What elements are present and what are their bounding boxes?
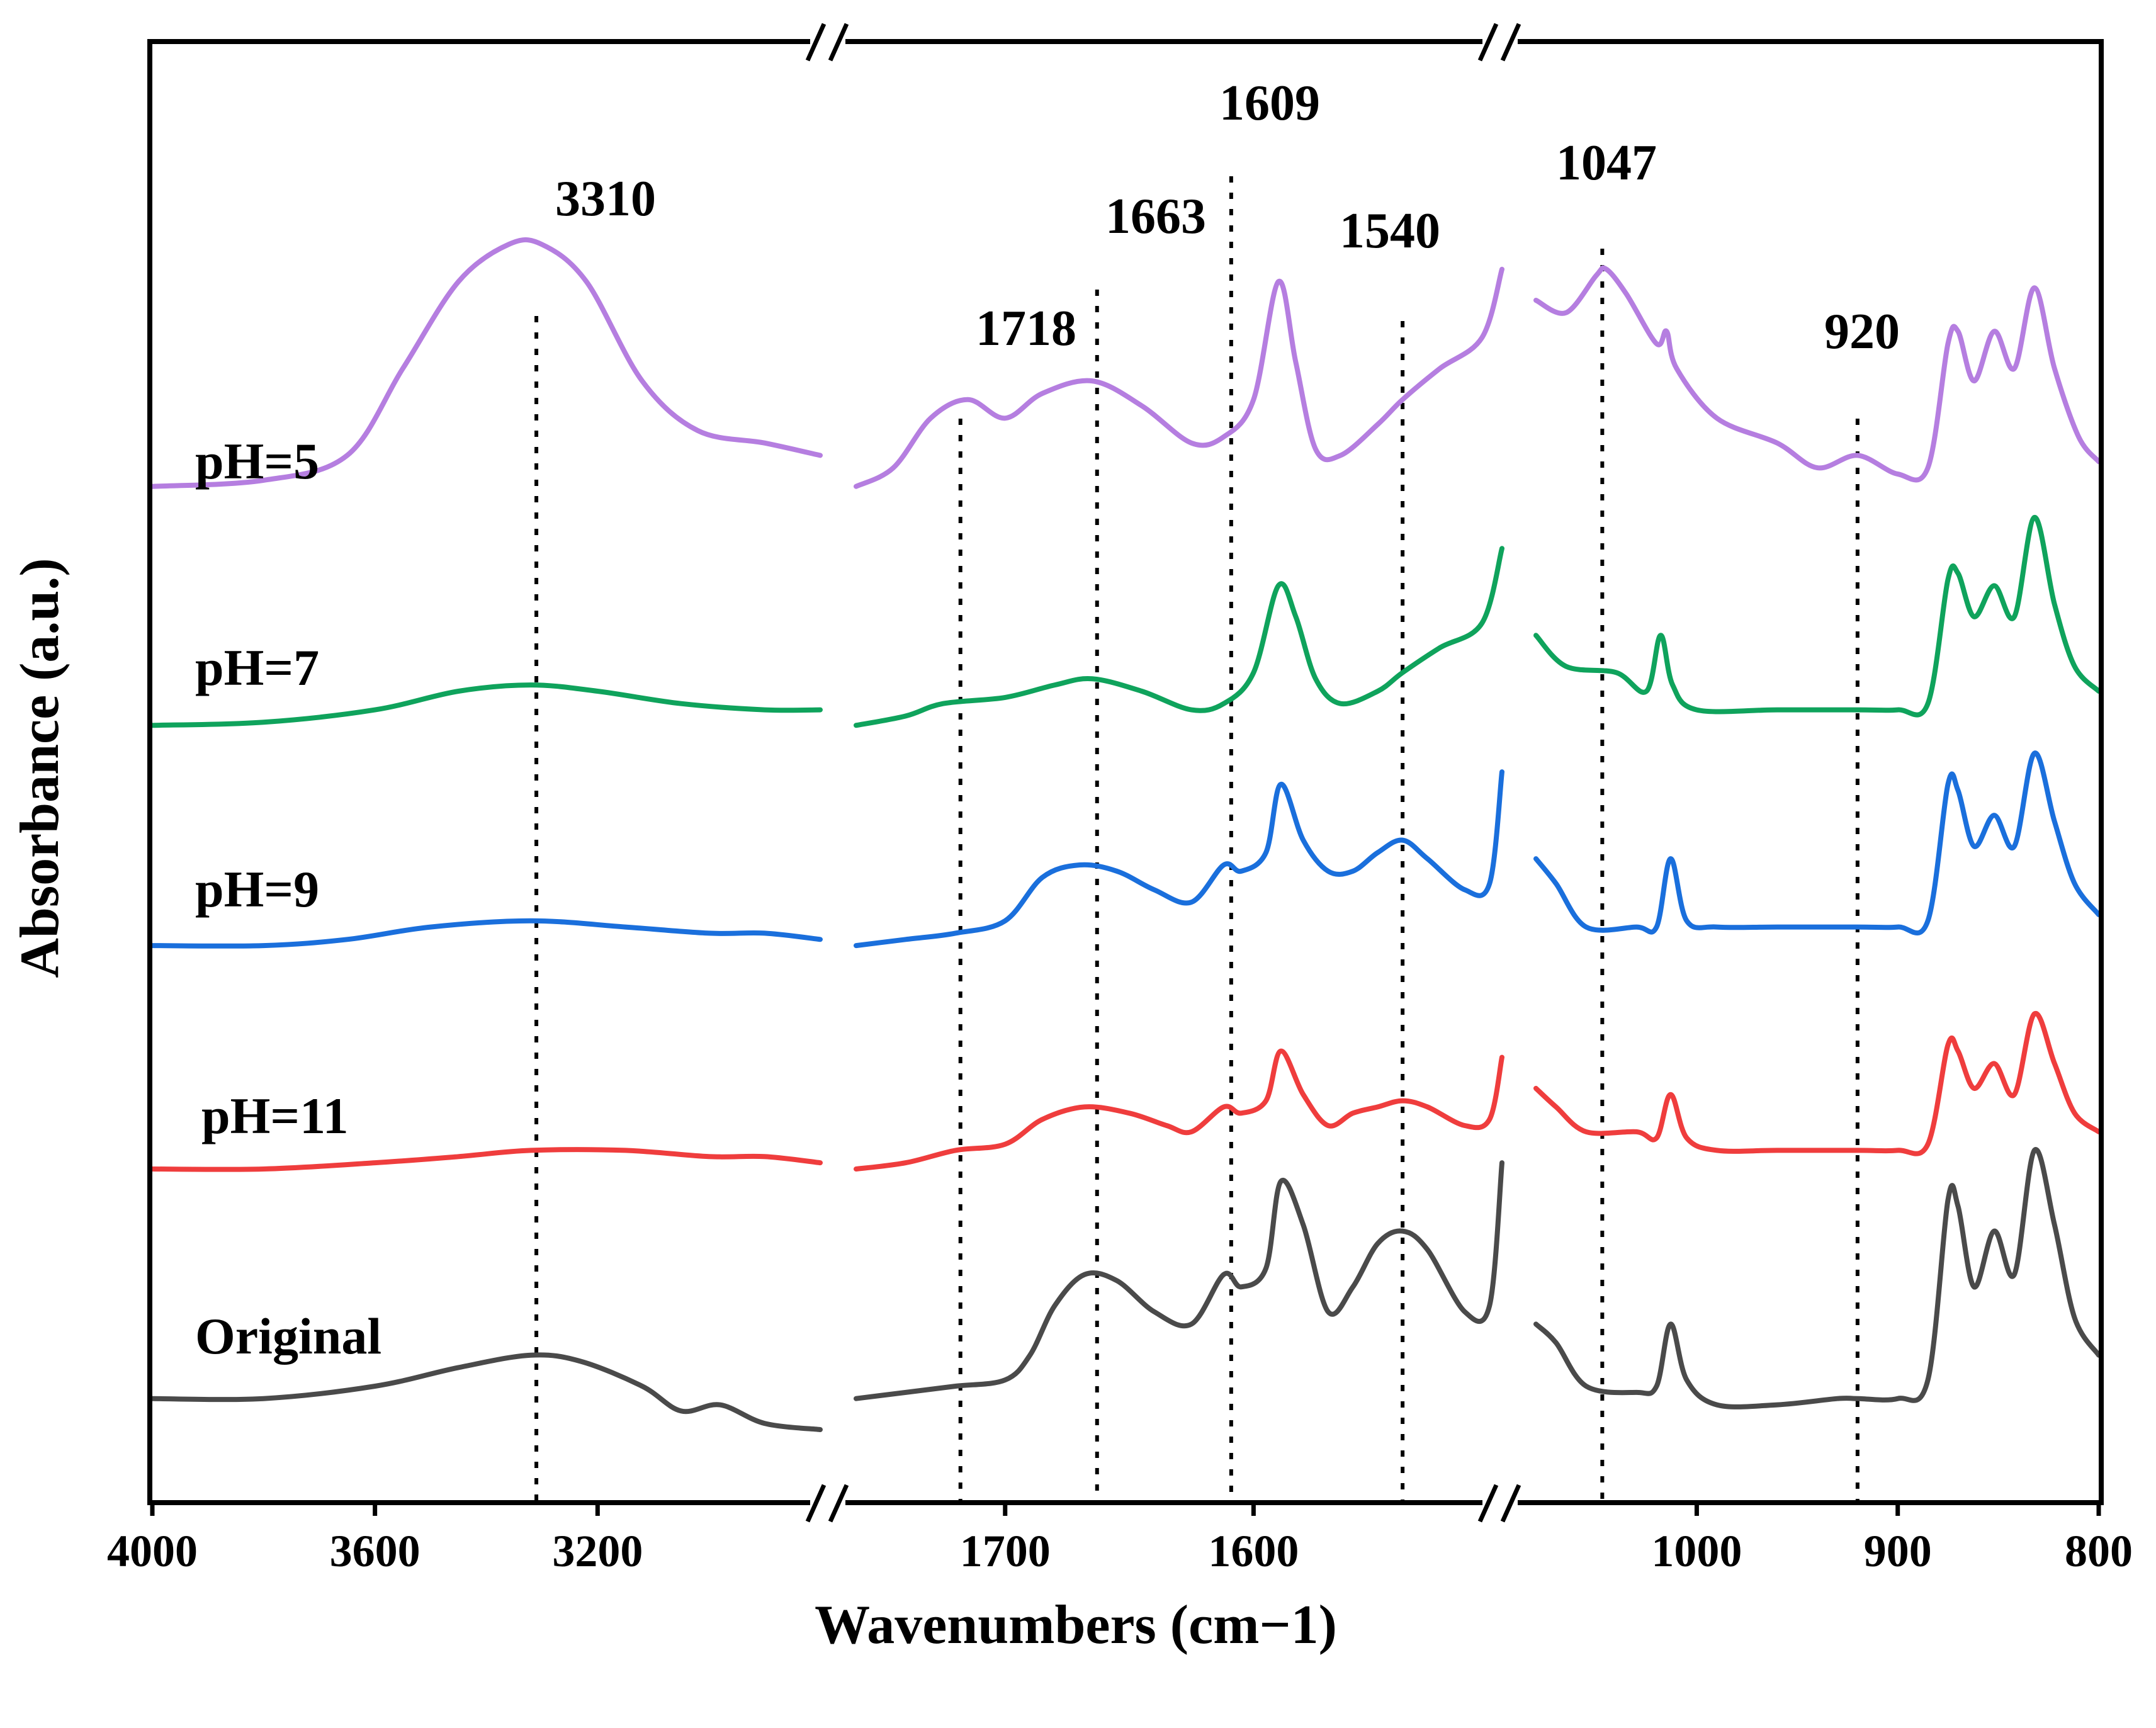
x-tick-label: 3200 [552, 1526, 643, 1576]
x-tick-label: 1700 [960, 1526, 1051, 1576]
series-line-ph5-segment-1 [150, 237, 823, 489]
peak-label-1663: 1663 [1105, 189, 1206, 244]
x-axis-ticks: 4000 3600 3200 1700 1600 1000 900 800 [107, 1503, 2133, 1576]
axis-break-symbol-top-2 [1477, 23, 1521, 62]
series-line-ph11-segment-3 [1533, 1010, 2101, 1156]
x-axis-title: Wavenumbers (cm−1) [815, 1595, 1337, 1656]
axis-break-symbol-bottom-1 [805, 1484, 849, 1523]
peak-labels: 3310 1718 1663 1609 1540 1047 920 [555, 76, 1900, 359]
series-label-ph7: pH=7 [195, 639, 319, 696]
series-label-ph11: pH=11 [201, 1087, 349, 1144]
series-line-ph7-segment-2 [854, 546, 1504, 728]
series-lines [150, 237, 2101, 1432]
series-line-ph11-segment-2 [854, 1048, 1504, 1172]
peak-marker-lines [534, 176, 1860, 1503]
x-tick-label: 900 [1864, 1526, 1932, 1576]
series-label-ph5: pH=5 [195, 432, 319, 490]
peak-label-920: 920 [1824, 304, 1900, 359]
series-line-ph5-segment-3 [1533, 265, 2101, 483]
axis-break-symbol-top-1 [805, 23, 849, 62]
peak-label-1540: 1540 [1340, 203, 1440, 259]
peak-label-1047: 1047 [1556, 135, 1657, 191]
x-tick-label: 800 [2065, 1526, 2133, 1576]
peak-label-1718: 1718 [976, 301, 1076, 356]
x-tick-label: 4000 [107, 1526, 198, 1576]
series-line-ph5-segment-2 [854, 266, 1504, 489]
peak-label-1609: 1609 [1219, 76, 1320, 131]
series-line-ph7-segment-1 [150, 682, 823, 728]
series-label-ph9: pH=9 [195, 861, 319, 918]
series-line-ph11-segment-1 [150, 1147, 823, 1172]
series-line-ph7-segment-3 [1533, 514, 2101, 718]
series-line-original-segment-3 [1533, 1147, 2101, 1409]
series-labels: pH=5 pH=7 pH=9 pH=11 Original [195, 432, 381, 1365]
series-line-ph9-segment-3 [1533, 750, 2101, 935]
x-axis-unit: (cm−1) [1170, 1595, 1337, 1656]
peak-label-3310: 3310 [555, 171, 656, 227]
x-tick-label: 3600 [330, 1526, 420, 1576]
series-line-original-segment-2 [854, 1160, 1504, 1401]
y-axis-title: Absorbance (a.u.) [9, 558, 71, 978]
series-line-ph9-segment-2 [854, 769, 1504, 949]
x-tick-label: 1600 [1208, 1526, 1299, 1576]
x-tick-label: 1000 [1651, 1526, 1742, 1576]
series-line-ph9-segment-1 [150, 918, 823, 949]
series-line-original-segment-1 [150, 1352, 823, 1432]
axis-break-symbol-bottom-2 [1477, 1484, 1521, 1523]
series-label-original: Original [195, 1307, 381, 1365]
